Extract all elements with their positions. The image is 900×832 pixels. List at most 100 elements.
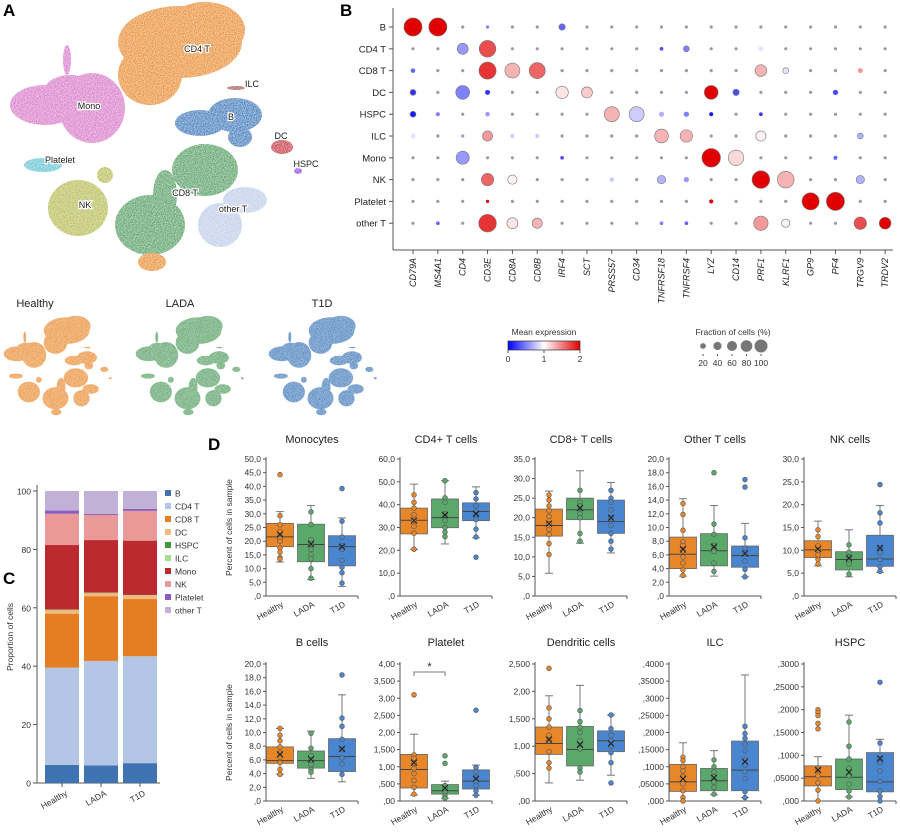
data-point bbox=[877, 549, 883, 556]
dotplot-gene-label: SCT bbox=[582, 256, 592, 276]
dot-other-t-gp9 bbox=[808, 221, 813, 225]
data-point bbox=[411, 765, 417, 772]
dot-cd8-t-cd8a bbox=[504, 62, 521, 79]
size-legend-dot bbox=[713, 341, 722, 351]
dot-platelet-cd8b bbox=[535, 199, 539, 204]
stacked-y-label: Proportion of cells bbox=[5, 603, 15, 671]
y-tick-label: 20,0 bbox=[378, 545, 395, 555]
data-point bbox=[680, 560, 686, 566]
dotplot-gene-label: CD79A bbox=[408, 258, 418, 287]
data-point bbox=[277, 725, 283, 732]
umap-mini-blob bbox=[84, 361, 94, 370]
umap-label: other T bbox=[219, 204, 248, 214]
y-tick-label: 1,00 bbox=[513, 741, 530, 751]
data-point bbox=[815, 798, 821, 804]
legend-swatch bbox=[165, 529, 171, 535]
dot-cd8-t-cd79a bbox=[410, 68, 416, 73]
dot-cd8-t-trgv9 bbox=[857, 68, 863, 74]
data-point bbox=[308, 769, 314, 775]
x-tick-label: LADA bbox=[292, 599, 317, 619]
data-point bbox=[815, 561, 821, 567]
umap-cluster-b bbox=[228, 127, 252, 147]
dot-ilc-prss57 bbox=[610, 134, 614, 138]
dot-mono-prf1 bbox=[759, 156, 763, 160]
mean-marker bbox=[679, 775, 687, 783]
data-point bbox=[877, 564, 883, 570]
umap-label: DC bbox=[275, 131, 288, 141]
dot-cd8-t-cd3e bbox=[478, 61, 497, 80]
dot-other-t-cd8b bbox=[531, 217, 543, 229]
size-legend-dot bbox=[740, 340, 753, 352]
dot-hspc-gp9 bbox=[808, 112, 813, 116]
boxplot-dendritic-cells: Dendritic cells ,00 ,500 1,00 1,500 2,00 2,500… bbox=[509, 637, 628, 827]
data-point bbox=[473, 782, 479, 789]
dot-mono-trdv2 bbox=[883, 156, 887, 160]
dot-nk-trgv9 bbox=[855, 175, 865, 185]
data-point bbox=[473, 788, 479, 794]
dot-hspc-cd8b bbox=[535, 112, 539, 116]
data-point bbox=[473, 707, 479, 713]
dot-hspc-cd34 bbox=[628, 106, 645, 122]
dot-cd8-t-gp9 bbox=[808, 68, 813, 73]
dot-cd8-t-cd14 bbox=[734, 68, 738, 73]
dot-cd8-t-trdv2 bbox=[883, 68, 887, 73]
y-tick-label: 2,0 bbox=[652, 577, 664, 587]
legend-swatch bbox=[165, 490, 171, 496]
dot-mono-cd14 bbox=[727, 149, 745, 166]
x-tick-label: Healthy bbox=[524, 599, 555, 622]
data-point bbox=[339, 557, 345, 564]
data-point bbox=[473, 764, 479, 771]
umap-condition-title: T1D bbox=[312, 298, 333, 310]
dot-cd4-t-irf4 bbox=[560, 47, 564, 51]
dot-mono-prss57 bbox=[610, 156, 614, 160]
x-tick-label: LADA bbox=[561, 804, 586, 824]
data-point bbox=[742, 747, 748, 754]
y-tick-label: ,500 bbox=[513, 769, 530, 779]
data-point bbox=[411, 791, 417, 797]
dot-dc-trgv9 bbox=[858, 90, 862, 95]
dot-b-trdv2 bbox=[883, 25, 887, 29]
panel-label-b: B bbox=[340, 1, 352, 20]
umap-mini-blob bbox=[215, 346, 223, 349]
umap-mini-blob bbox=[82, 384, 99, 394]
dot-cd8-t-irf4 bbox=[560, 68, 564, 73]
dot-other-t-ms4a1 bbox=[435, 221, 440, 226]
dotplot-row-label: other T bbox=[356, 219, 386, 230]
y-tick-label: ,25000 bbox=[773, 682, 799, 692]
y-tick-label: 35,0 bbox=[244, 495, 261, 505]
x-tick-label: Healthy bbox=[255, 804, 286, 827]
dotplot-gene-label: MS4A1 bbox=[433, 258, 443, 288]
dot-ilc-cd8a bbox=[510, 133, 515, 139]
y-tick-label: ,15000 bbox=[773, 728, 799, 738]
bar-segment-mono bbox=[123, 540, 157, 595]
data-point bbox=[608, 759, 614, 766]
boxplot-title: Platelet bbox=[428, 637, 465, 649]
dot-cd4-t-cd34 bbox=[635, 47, 639, 51]
data-point bbox=[742, 789, 748, 795]
dot-b-prf1 bbox=[759, 25, 763, 29]
data-point bbox=[473, 516, 479, 523]
bar-segment-platelet bbox=[123, 508, 157, 511]
dot-platelet-prss57 bbox=[610, 199, 614, 204]
umap-mini-blob bbox=[328, 368, 354, 388]
data-point bbox=[546, 513, 552, 520]
legend-label: HSPC bbox=[175, 541, 199, 551]
x-tick-label: LADA bbox=[426, 599, 451, 619]
dot-ilc-cd8b bbox=[535, 133, 540, 139]
data-point bbox=[711, 548, 717, 555]
data-point bbox=[846, 756, 852, 762]
data-point bbox=[877, 788, 883, 794]
umap-cluster-other-t bbox=[198, 203, 242, 247]
boxplot-other-t-cells: Other T cells ,0 2,0 4,0 6,0 8,0 10,0 12,0 14,0 1… bbox=[647, 434, 762, 622]
y-tick-label: ,000 bbox=[782, 796, 799, 806]
data-point bbox=[577, 746, 583, 752]
umap-mini-blob bbox=[61, 315, 91, 337]
mean-marker bbox=[410, 759, 418, 767]
size-legend-tick: 100 bbox=[754, 358, 768, 368]
data-point bbox=[877, 556, 883, 563]
data-point bbox=[877, 481, 883, 488]
boxplot-title: Monocytes bbox=[285, 434, 339, 446]
umap-mini-healthy bbox=[3, 315, 112, 416]
y-tick-label: 1,500 bbox=[509, 714, 531, 724]
